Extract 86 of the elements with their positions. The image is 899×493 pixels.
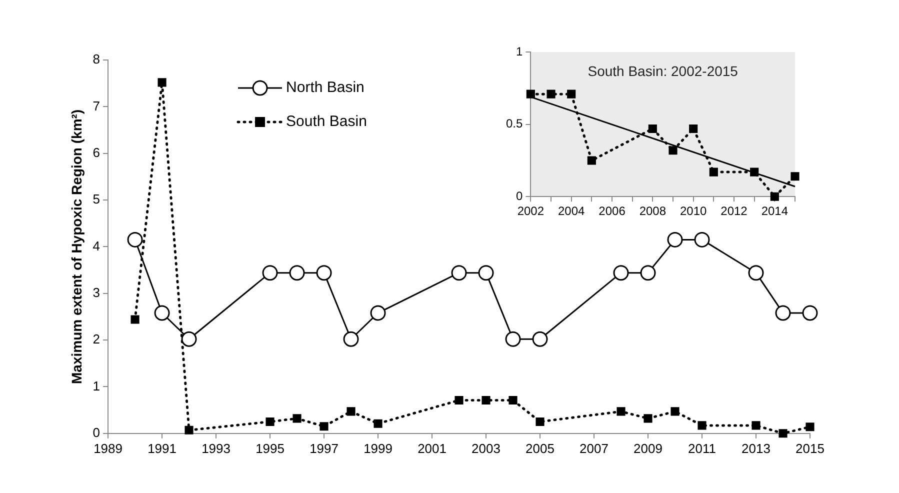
- point: [694, 232, 710, 248]
- y-tick-label: 4: [92, 238, 100, 254]
- text: South Basin: 2002-2015: [588, 63, 738, 80]
- x-tick-label: 2010: [680, 204, 708, 218]
- x-tick-label: 2001: [418, 440, 446, 456]
- point: [670, 407, 680, 416]
- point: [262, 265, 278, 281]
- x-tick-label: 2005: [526, 440, 554, 456]
- legend-label: North Basin: [286, 79, 364, 96]
- point: [454, 396, 464, 405]
- point: [648, 124, 657, 134]
- x-tick-label: 2008: [639, 204, 666, 218]
- y-tick-label: 6: [92, 144, 100, 160]
- point: [644, 414, 652, 423]
- y-tick-label: 8: [92, 52, 100, 67]
- y-tick-label: 1: [516, 44, 523, 59]
- point: [790, 172, 800, 181]
- point: [778, 429, 788, 438]
- legend-label: South Basin: [286, 113, 367, 130]
- point: [698, 421, 706, 430]
- y-tick-label: 0.5: [506, 116, 523, 131]
- point: [613, 265, 629, 281]
- x-tick-label: 2015: [796, 440, 824, 456]
- point: [478, 265, 494, 281]
- point: [184, 426, 194, 434]
- point: [668, 146, 678, 155]
- y-tick-label: 0: [92, 424, 100, 440]
- point: [343, 331, 359, 347]
- point: [587, 156, 596, 165]
- point: [316, 265, 332, 281]
- x-tick-label: 2003: [472, 440, 500, 456]
- x-tick-label: 1989: [94, 440, 122, 456]
- point: [802, 305, 818, 321]
- point: [127, 232, 143, 248]
- point: [709, 168, 718, 176]
- point: [266, 417, 274, 426]
- y-tick-label: 3: [92, 284, 100, 300]
- point: [546, 90, 556, 98]
- point: [158, 78, 166, 87]
- point: [689, 124, 698, 134]
- point: [775, 305, 791, 321]
- x-tick-label: 2011: [688, 440, 716, 456]
- x-tick-label: 2014: [761, 204, 788, 218]
- point: [536, 417, 544, 426]
- x-tick-label: 1993: [202, 440, 230, 456]
- y-tick-label: 2: [92, 332, 100, 347]
- x-tick-label: 2013: [742, 440, 770, 456]
- point: [667, 232, 683, 248]
- point: [181, 331, 197, 347]
- x-tick-label: 2012: [720, 204, 748, 218]
- point: [532, 331, 548, 347]
- point: [320, 422, 328, 431]
- y-tick-label: 1: [92, 378, 100, 394]
- y-tick-label: 0: [516, 188, 523, 203]
- y-tick-label: 7: [92, 98, 100, 114]
- point: [526, 90, 535, 98]
- point: [370, 305, 386, 321]
- point: [750, 168, 759, 176]
- point: [482, 396, 490, 405]
- x-tick-label: 2009: [634, 440, 662, 456]
- point: [289, 265, 305, 281]
- point: [451, 265, 467, 281]
- point: [505, 331, 521, 347]
- y-tick-label: 5: [92, 192, 100, 207]
- x-tick-label: 2004: [558, 204, 586, 218]
- point: [154, 305, 170, 321]
- point: [770, 192, 779, 201]
- point: [752, 421, 760, 430]
- x-tick-label: 1999: [364, 440, 392, 456]
- point: [806, 422, 814, 432]
- point: [292, 414, 302, 423]
- point: [346, 407, 356, 416]
- point: [130, 315, 140, 324]
- x-tick-label: 2006: [598, 204, 626, 218]
- point: [374, 419, 382, 428]
- y-axis-title: Maximum extent of Hypoxic Region (km²): [68, 109, 84, 384]
- point: [567, 90, 576, 98]
- x-tick-label: 1991: [148, 440, 176, 456]
- point: [616, 407, 626, 416]
- x-tick-label: 1995: [256, 440, 284, 456]
- x-tick-label: 1997: [310, 440, 338, 456]
- point: [640, 265, 656, 281]
- point: [508, 396, 518, 405]
- x-tick-label: 2002: [517, 204, 544, 218]
- x-tick-label: 2007: [580, 440, 608, 456]
- point: [748, 265, 764, 281]
